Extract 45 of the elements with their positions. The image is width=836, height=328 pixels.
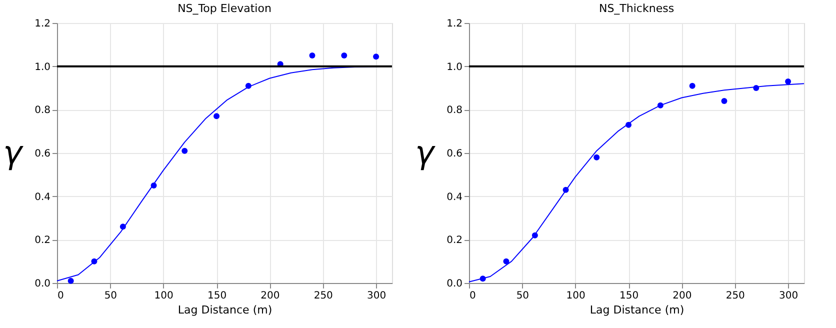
x-tick-label: 150 — [207, 290, 227, 302]
y-tick-label: 1.0 — [34, 62, 50, 73]
y-tick-label: 0.6 — [446, 148, 462, 160]
x-axis-title: Lag Distance (m) — [178, 304, 272, 316]
x-tick-label: 250 — [314, 290, 333, 302]
x-tick-label: 300 — [779, 290, 798, 302]
x-tick-label: 50 — [104, 290, 118, 302]
y-tick-label: 0.0 — [34, 278, 50, 290]
point — [214, 113, 220, 120]
point — [721, 98, 728, 104]
point — [689, 82, 696, 89]
point — [785, 78, 792, 84]
x-tick-label: 250 — [726, 290, 745, 302]
y-axis-title: γ — [415, 134, 436, 172]
point — [594, 154, 600, 160]
y-tick-label: 0.0 — [446, 278, 462, 290]
point — [373, 54, 380, 60]
x-tick-label: 200 — [260, 290, 280, 302]
point — [68, 278, 74, 284]
x-axis-title: Lag Distance (m) — [590, 304, 684, 316]
y-tick-label: 0.8 — [446, 105, 462, 116]
x-tick-label: 0 — [58, 290, 64, 302]
y-tick-label: 1.0 — [446, 62, 462, 73]
y-tick-label: 1.2 — [34, 18, 50, 30]
x-tick-label: 300 — [367, 290, 386, 302]
y-tick-label: 0.4 — [446, 192, 462, 203]
point — [341, 52, 348, 58]
x-tick-label: 150 — [619, 290, 639, 302]
y-tick-label: 0.2 — [446, 235, 462, 246]
y-tick-label: 0.2 — [34, 235, 50, 246]
point — [182, 148, 188, 154]
x-tick-label: 50 — [516, 290, 530, 302]
x-tick-label: 0 — [470, 290, 476, 302]
point — [309, 52, 316, 58]
y-tick-label: 0.6 — [34, 148, 50, 160]
y-axis-title: γ — [3, 134, 24, 172]
chart-title: NS_Top Elevation — [178, 2, 272, 15]
x-tick-label: 100 — [154, 290, 174, 302]
point — [503, 258, 510, 264]
x-tick-label: 100 — [566, 290, 586, 302]
y-tick-label: 0.4 — [34, 192, 50, 203]
chart-title: NS_Thickness — [598, 2, 674, 15]
y-tick-label: 1.2 — [446, 18, 462, 30]
y-tick-label: 0.8 — [34, 105, 50, 116]
x-tick-label: 200 — [672, 290, 692, 302]
